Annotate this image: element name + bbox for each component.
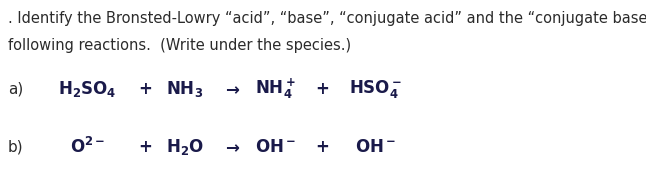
Text: following reactions.  (Write under the species.): following reactions. (Write under the sp… <box>8 38 351 53</box>
Text: $\mathbf{+}$: $\mathbf{+}$ <box>138 80 152 98</box>
Text: $\mathbf{+}$: $\mathbf{+}$ <box>315 80 329 98</box>
Text: b): b) <box>8 140 24 155</box>
Text: a): a) <box>8 81 23 96</box>
Text: $\mathbf{H_2O}$: $\mathbf{H_2O}$ <box>166 137 204 157</box>
Text: $\mathbf{NH_4^+}$: $\mathbf{NH_4^+}$ <box>255 77 296 101</box>
Text: $\mathbf{O^{2-}}$: $\mathbf{O^{2-}}$ <box>70 137 105 157</box>
Text: $\mathbf{+}$: $\mathbf{+}$ <box>315 138 329 156</box>
Text: $\mathbf{NH_3}$: $\mathbf{NH_3}$ <box>167 79 203 99</box>
Text: $\mathbf{H_2SO_4}$: $\mathbf{H_2SO_4}$ <box>58 79 117 99</box>
Text: $\mathbf{HSO_4^-}$: $\mathbf{HSO_4^-}$ <box>349 78 402 100</box>
Text: . Identify the Bronsted-Lowry “acid”, “base”, “conjugate acid” and the “conjugat: . Identify the Bronsted-Lowry “acid”, “b… <box>8 11 646 26</box>
Text: $\mathbf{\rightarrow}$: $\mathbf{\rightarrow}$ <box>222 80 240 98</box>
Text: $\mathbf{OH^-}$: $\mathbf{OH^-}$ <box>355 138 396 156</box>
Text: $\mathbf{\rightarrow}$: $\mathbf{\rightarrow}$ <box>222 138 240 156</box>
Text: $\mathbf{OH^-}$: $\mathbf{OH^-}$ <box>255 138 296 156</box>
Text: $\mathbf{+}$: $\mathbf{+}$ <box>138 138 152 156</box>
